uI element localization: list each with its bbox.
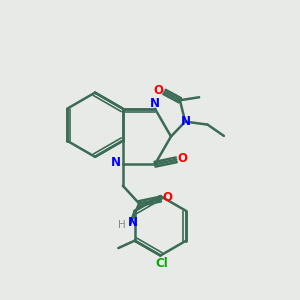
Text: N: N [181, 115, 191, 128]
Text: O: O [154, 84, 164, 97]
Text: N: N [150, 97, 160, 110]
Text: O: O [178, 152, 188, 165]
Text: N: N [128, 216, 138, 229]
Text: N: N [111, 156, 121, 169]
Text: H: H [118, 220, 126, 230]
Text: Cl: Cl [155, 257, 168, 270]
Text: O: O [162, 191, 172, 204]
